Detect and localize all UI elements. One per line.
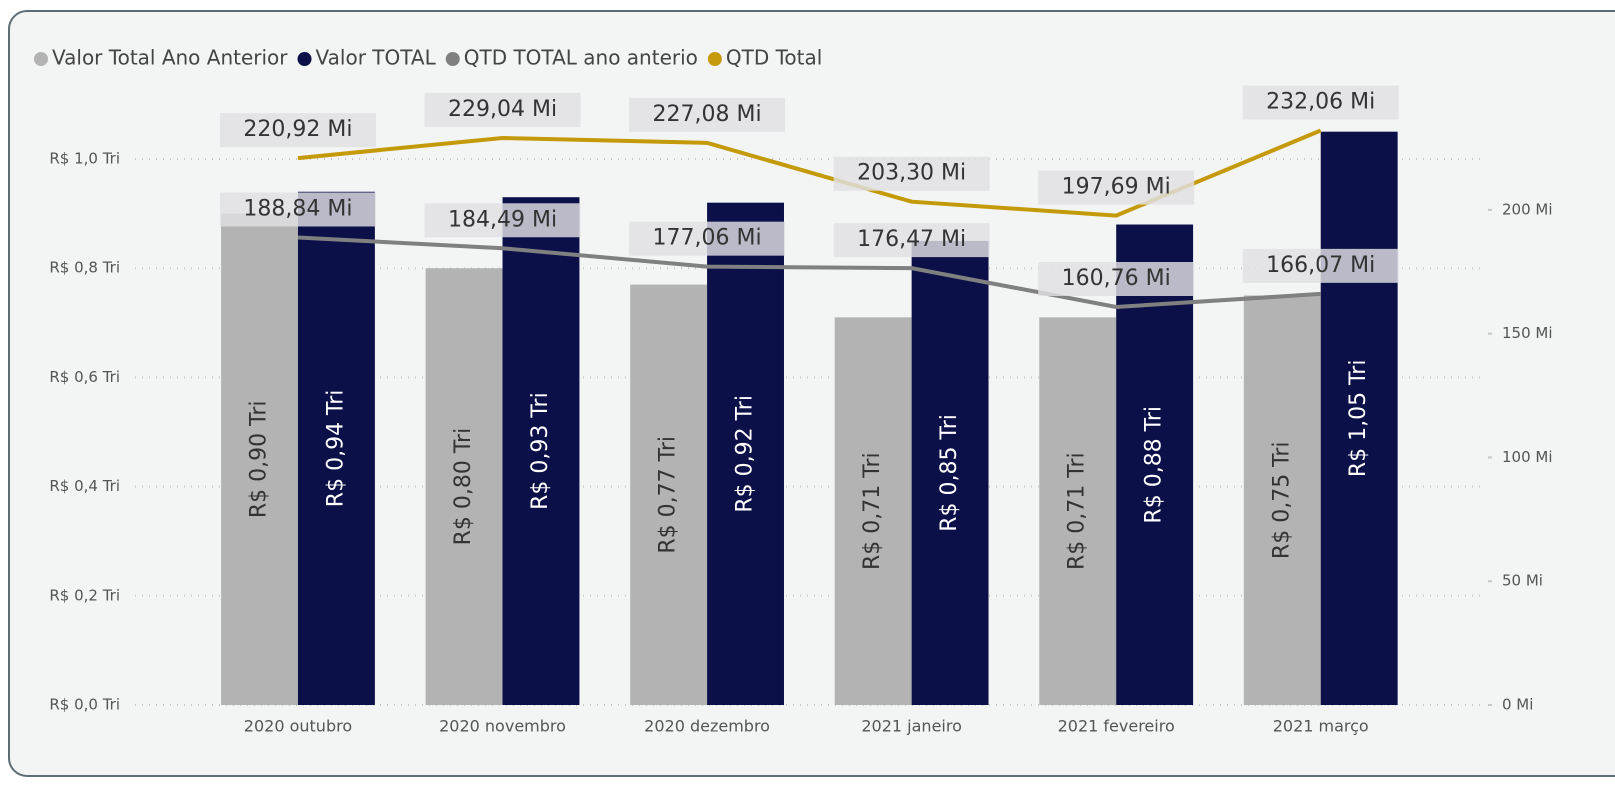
line-data-label: 197,69 Mi bbox=[1038, 170, 1195, 205]
label-box bbox=[424, 92, 581, 127]
x-tick-label: 2021 março bbox=[1273, 717, 1369, 736]
bar bbox=[1039, 317, 1117, 705]
legend-label: QTD Total bbox=[726, 46, 822, 70]
bar bbox=[834, 317, 912, 705]
line-data-label: 220,92 Mi bbox=[219, 113, 376, 148]
legend-marker bbox=[34, 52, 48, 66]
bar bbox=[221, 213, 298, 705]
bar bbox=[502, 197, 580, 705]
bar-data-label: R$ 0,92 Tri bbox=[733, 395, 758, 513]
legend-marker bbox=[707, 52, 722, 66]
y-tick-label: R$ 0,6 Tri bbox=[49, 368, 120, 386]
line-data-label-text: 232,06 Mi bbox=[1266, 89, 1375, 114]
bar-data-label: R$ 0,71 Tri bbox=[1065, 452, 1090, 570]
y-tick-label: R$ 0,2 Tri bbox=[49, 586, 120, 604]
label-box bbox=[833, 156, 990, 191]
bar bbox=[911, 240, 989, 705]
bar-data-label: R$ 0,77 Tri bbox=[656, 436, 681, 554]
bar bbox=[1320, 131, 1398, 705]
line-data-label: 188,84 Mi bbox=[219, 192, 376, 227]
bar-data-label: R$ 0,85 Tri bbox=[937, 414, 962, 532]
line-data-label: 203,30 Mi bbox=[833, 156, 990, 191]
label-box bbox=[1242, 85, 1399, 120]
label-box bbox=[219, 113, 376, 148]
bar bbox=[707, 202, 784, 705]
line-data-label-text: 197,69 Mi bbox=[1062, 175, 1171, 200]
line bbox=[297, 235, 1321, 310]
legend: Valor Total Ano Anterior Valor TOTAL QTD T… bbox=[34, 46, 822, 70]
x-tick-label: 2021 fevereiro bbox=[1058, 717, 1175, 736]
x-tick-label: 2020 dezembro bbox=[644, 717, 770, 736]
line-data-label-text: 176,47 Mi bbox=[857, 227, 966, 252]
bars bbox=[221, 131, 1398, 705]
label-box bbox=[1038, 262, 1195, 297]
legend-marker bbox=[297, 52, 312, 66]
label-box bbox=[1038, 170, 1195, 205]
line-data-label: 227,08 Mi bbox=[629, 97, 786, 132]
line-data-label-text: 229,04 Mi bbox=[448, 97, 557, 122]
bar bbox=[1243, 295, 1321, 705]
y2-tick-label: 0 Mi bbox=[1502, 696, 1533, 714]
y2-tick-label: 100 Mi bbox=[1502, 448, 1553, 466]
y-tick-label: R$ 0,4 Tri bbox=[49, 477, 120, 495]
bar-data-label: R$ 1,05 Tri bbox=[1346, 360, 1371, 478]
line-data-label-text: 184,49 Mi bbox=[448, 207, 557, 232]
legend-label: Valor TOTAL bbox=[316, 46, 437, 70]
bar-data-label: R$ 0,88 Tri bbox=[1142, 406, 1167, 524]
line-data-label-text: 188,84 Mi bbox=[243, 196, 352, 221]
bar-data-label: R$ 0,90 Tri bbox=[247, 400, 272, 518]
line-data-label-text: 177,06 Mi bbox=[653, 226, 762, 251]
line-data-label: 166,07 Mi bbox=[1242, 248, 1399, 283]
label-box bbox=[629, 97, 786, 132]
labels: R$ 0,90 Tri R$ 0,80 Tri R$ 0,77 Tri R$ 0,71… bbox=[219, 85, 1399, 570]
y-tick-label: R$ 1,0 Tri bbox=[49, 150, 120, 168]
legend-label: Valor Total Ano Anterior bbox=[52, 46, 288, 70]
line-data-label-text: 160,76 Mi bbox=[1062, 266, 1171, 291]
y2-tick-label: 150 Mi bbox=[1502, 324, 1553, 342]
bar bbox=[630, 284, 708, 705]
x-tick-label: 2020 novembro bbox=[439, 717, 566, 736]
label-box bbox=[833, 223, 990, 258]
x-tick-label: 2021 janeiro bbox=[861, 717, 962, 736]
line-data-label: 160,76 Mi bbox=[1038, 262, 1195, 297]
legend-marker bbox=[445, 52, 460, 66]
bar bbox=[297, 191, 375, 705]
y-tick-label: R$ 0,8 Tri bbox=[49, 259, 120, 277]
label-box bbox=[629, 221, 786, 256]
line-data-label: 177,06 Mi bbox=[629, 221, 786, 256]
line-data-label: 229,04 Mi bbox=[424, 92, 581, 127]
bar-data-label: R$ 0,80 Tri bbox=[451, 428, 476, 546]
label-box bbox=[1242, 248, 1399, 283]
line-data-label-text: 166,07 Mi bbox=[1266, 253, 1375, 278]
x-tick-label: 2020 outubro bbox=[244, 717, 352, 736]
line-data-label: 184,49 Mi bbox=[424, 203, 581, 238]
line-data-label-text: 220,92 Mi bbox=[243, 117, 352, 142]
line-data-label: 232,06 Mi bbox=[1242, 85, 1399, 120]
label-box bbox=[219, 192, 376, 227]
y2-tick-label: 200 Mi bbox=[1502, 200, 1553, 218]
card bbox=[8, 10, 1615, 777]
line-data-label-text: 227,08 Mi bbox=[653, 102, 762, 127]
bar bbox=[425, 268, 503, 705]
bar-data-label: R$ 0,93 Tri bbox=[528, 392, 553, 510]
label-box bbox=[424, 203, 581, 238]
legend-label: QTD TOTAL ano anterio bbox=[464, 46, 698, 70]
bar-data-label: R$ 0,71 Tri bbox=[860, 452, 885, 570]
y2-tick-label: 50 Mi bbox=[1502, 572, 1543, 590]
bar-data-label: R$ 0,94 Tri bbox=[323, 390, 348, 508]
line-data-label: 176,47 Mi bbox=[833, 223, 990, 258]
bar-data-label: R$ 0,75 Tri bbox=[1269, 441, 1294, 559]
line-data-label-text: 203,30 Mi bbox=[857, 161, 966, 186]
y-tick-label: R$ 0,0 Tri bbox=[49, 696, 120, 714]
